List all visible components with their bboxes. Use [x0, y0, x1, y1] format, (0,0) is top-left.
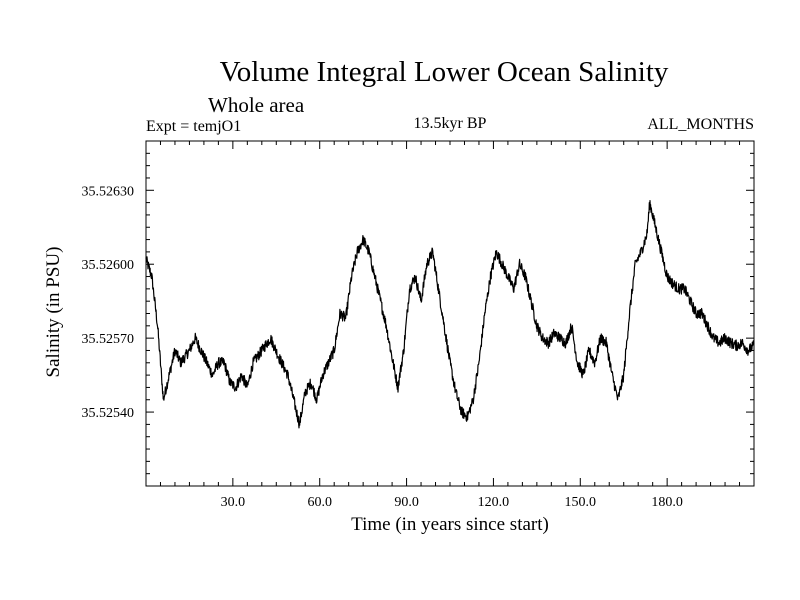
- x-tick-label: 90.0: [394, 495, 419, 510]
- y-tick-label: 35.52570: [82, 332, 135, 347]
- x-tick-label: 60.0: [307, 495, 332, 510]
- chart-subtitle: Whole area: [208, 93, 305, 117]
- period-label: 13.5kyr BP: [413, 115, 487, 132]
- x-axis-label: Time (in years since start): [351, 514, 549, 535]
- y-tick-label: 35.52540: [82, 406, 135, 421]
- experiment-label: Expt = temjO1: [146, 118, 242, 135]
- y-tick-label: 35.52600: [82, 258, 135, 273]
- x-tick-label: 30.0: [221, 495, 246, 510]
- months-label: ALL_MONTHS: [647, 116, 754, 133]
- x-tick-label: 180.0: [651, 495, 683, 510]
- plot-frame: [145, 140, 755, 487]
- x-tick-label: 150.0: [565, 495, 597, 510]
- y-tick-label: 35.52630: [82, 184, 135, 199]
- chart-title: Volume Integral Lower Ocean Salinity: [219, 56, 669, 88]
- salinity-series-line: [145, 200, 755, 429]
- x-tick-label: 120.0: [478, 495, 510, 510]
- y-axis-label: Salinity (in PSU): [43, 246, 64, 378]
